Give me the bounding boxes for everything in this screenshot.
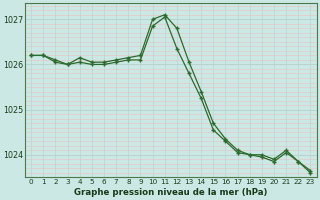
- X-axis label: Graphe pression niveau de la mer (hPa): Graphe pression niveau de la mer (hPa): [74, 188, 268, 197]
